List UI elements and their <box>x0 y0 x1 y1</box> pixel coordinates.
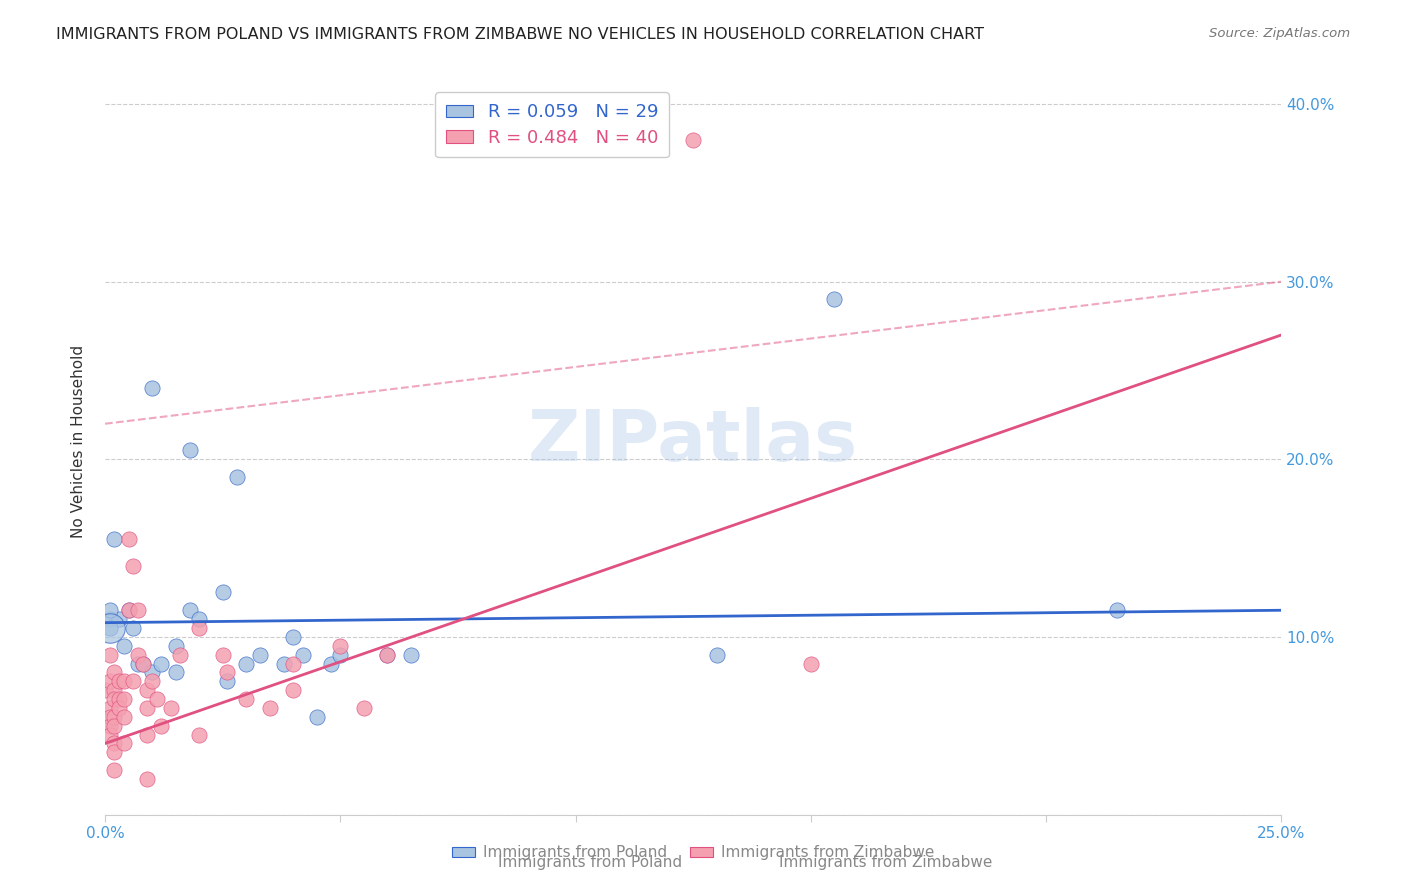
Text: IMMIGRANTS FROM POLAND VS IMMIGRANTS FROM ZIMBABWE NO VEHICLES IN HOUSEHOLD CORR: IMMIGRANTS FROM POLAND VS IMMIGRANTS FRO… <box>56 27 984 42</box>
Point <box>283 630 305 644</box>
Point <box>353 701 375 715</box>
Point <box>399 648 422 662</box>
Point <box>1105 603 1128 617</box>
Point <box>283 683 305 698</box>
Point <box>179 443 201 458</box>
Point <box>136 701 159 715</box>
Point <box>329 648 352 662</box>
Point <box>823 293 845 307</box>
Point <box>98 710 121 724</box>
Point <box>112 674 135 689</box>
Point <box>141 665 163 680</box>
Point <box>94 683 117 698</box>
Point <box>103 665 125 680</box>
Point <box>103 745 125 759</box>
Point <box>98 648 121 662</box>
Point <box>108 692 131 706</box>
Point <box>211 648 233 662</box>
Point <box>98 728 121 742</box>
Point <box>112 710 135 724</box>
Point <box>150 719 173 733</box>
Legend: R = 0.059   N = 29, R = 0.484   N = 40: R = 0.059 N = 29, R = 0.484 N = 40 <box>436 93 669 157</box>
Point <box>131 657 153 671</box>
Point <box>305 710 328 724</box>
Point <box>235 657 257 671</box>
Point <box>179 603 201 617</box>
Point <box>98 621 121 635</box>
Point <box>98 612 121 626</box>
Point <box>249 648 271 662</box>
Point <box>211 585 233 599</box>
Point <box>112 692 135 706</box>
Point <box>141 674 163 689</box>
Point <box>127 648 149 662</box>
Point <box>375 648 398 662</box>
Point <box>188 612 211 626</box>
Point <box>108 701 131 715</box>
Point <box>117 532 139 546</box>
Point <box>169 648 191 662</box>
Point <box>103 719 125 733</box>
Point <box>259 701 281 715</box>
Point <box>98 674 121 689</box>
Point <box>273 657 295 671</box>
Point <box>127 603 149 617</box>
Text: Immigrants from Zimbabwe: Immigrants from Zimbabwe <box>779 855 993 870</box>
Text: Immigrants from Poland: Immigrants from Poland <box>499 855 682 870</box>
Point <box>103 736 125 750</box>
Point <box>98 719 121 733</box>
Point <box>103 683 125 698</box>
Point <box>160 701 183 715</box>
Point <box>706 648 728 662</box>
Point <box>136 728 159 742</box>
Point <box>145 692 167 706</box>
Point <box>131 657 153 671</box>
Point <box>225 470 247 484</box>
Point <box>103 710 125 724</box>
Point <box>188 728 211 742</box>
Point <box>217 665 239 680</box>
Point <box>98 621 121 635</box>
Text: ZIPatlas: ZIPatlas <box>529 407 858 476</box>
Point <box>329 639 352 653</box>
Point <box>112 736 135 750</box>
Point <box>108 674 131 689</box>
Point <box>217 674 239 689</box>
Point <box>682 132 704 146</box>
Point <box>319 657 342 671</box>
Point <box>122 674 145 689</box>
Point <box>112 639 135 653</box>
Point <box>103 532 125 546</box>
Point <box>122 621 145 635</box>
Point <box>291 648 314 662</box>
Point <box>375 648 398 662</box>
Point <box>117 603 139 617</box>
Point <box>165 665 187 680</box>
Text: Source: ZipAtlas.com: Source: ZipAtlas.com <box>1209 27 1350 40</box>
Point <box>108 612 131 626</box>
Point <box>103 692 125 706</box>
Point <box>117 603 139 617</box>
Point <box>122 558 145 573</box>
Point <box>98 701 121 715</box>
Point <box>136 683 159 698</box>
Point <box>165 639 187 653</box>
Y-axis label: No Vehicles in Household: No Vehicles in Household <box>72 345 86 538</box>
Point <box>235 692 257 706</box>
Point <box>188 621 211 635</box>
Point <box>127 657 149 671</box>
Point <box>150 657 173 671</box>
Point <box>141 381 163 395</box>
Point <box>800 657 823 671</box>
Point <box>136 772 159 786</box>
Point <box>283 657 305 671</box>
Point <box>103 763 125 777</box>
Point <box>98 603 121 617</box>
